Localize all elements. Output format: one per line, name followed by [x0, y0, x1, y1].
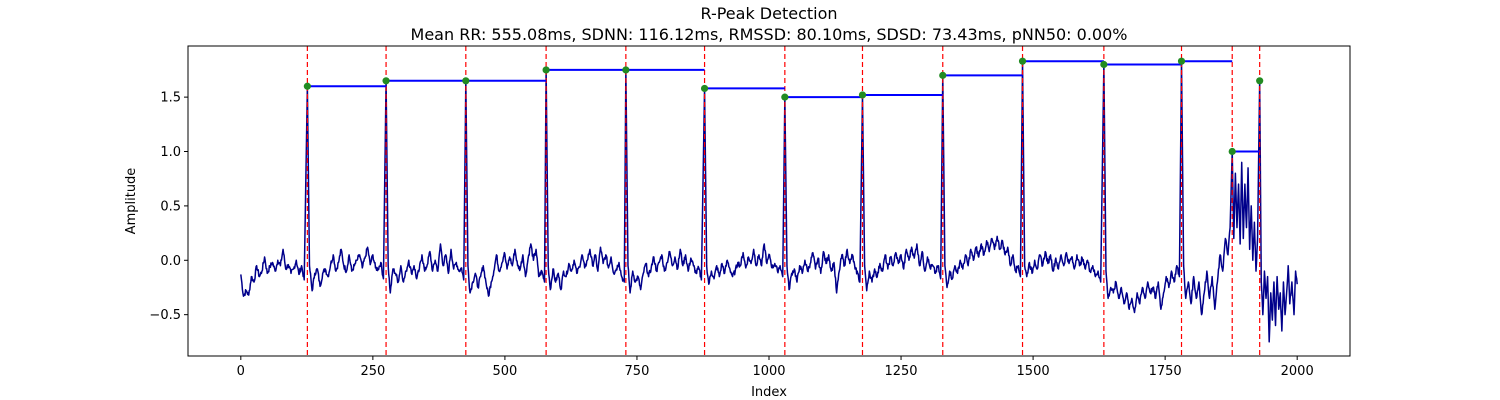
x-tick-label-750: 750	[625, 364, 650, 379]
peak-marker-1	[303, 82, 311, 90]
peak-marker-13	[1228, 147, 1236, 156]
peak-marker-9	[939, 71, 947, 79]
chart-title: R-Peak Detection	[700, 4, 837, 23]
peak-marker-4	[542, 66, 550, 74]
y-axis-label: Amplitude	[124, 168, 139, 235]
x-tick-label-2000: 2000	[1281, 364, 1314, 379]
peak-marker-5	[622, 66, 630, 74]
plot-area	[240, 46, 1298, 356]
peak-marker-6	[700, 84, 709, 93]
x-tick-label-500: 500	[492, 364, 517, 379]
x-tick-label-0: 0	[237, 364, 245, 379]
y-tick-label-3: 1.0	[160, 145, 181, 160]
x-tick-label-1750: 1750	[1149, 364, 1182, 379]
y-tick-label-0: −0.5	[149, 308, 181, 323]
y-tick-label-1: 0.0	[160, 254, 181, 269]
peak-marker-12	[1177, 57, 1186, 65]
x-tick-label-250: 250	[360, 364, 385, 379]
peak-marker-10	[1018, 57, 1027, 65]
y-tick-label-4: 1.5	[160, 91, 181, 106]
peak-marker-2	[382, 77, 390, 85]
peak-marker-7	[781, 93, 789, 101]
x-axis: 0 250 500 750 1000 1250 1500 1750 2000	[237, 356, 1314, 379]
y-tick-label-2: 0.5	[160, 199, 181, 214]
x-tick-label-1000: 1000	[752, 364, 785, 379]
peak-marker-14	[1256, 77, 1264, 85]
ecg-signal-line	[240, 60, 1298, 343]
peak-marker-8	[858, 91, 867, 99]
y-axis: −0.5 0.0 0.5 1.0 1.5	[149, 91, 188, 323]
x-axis-label: Index	[751, 385, 787, 400]
x-tick-label-1500: 1500	[1017, 364, 1050, 379]
plot-marks	[240, 46, 1298, 356]
chart-subtitle: Mean RR: 555.08ms, SDNN: 116.12ms, RMSSD…	[411, 25, 1128, 44]
peak-marker-11	[1100, 60, 1108, 69]
x-tick-label-1250: 1250	[884, 364, 917, 379]
peak-marker-3	[462, 77, 470, 85]
